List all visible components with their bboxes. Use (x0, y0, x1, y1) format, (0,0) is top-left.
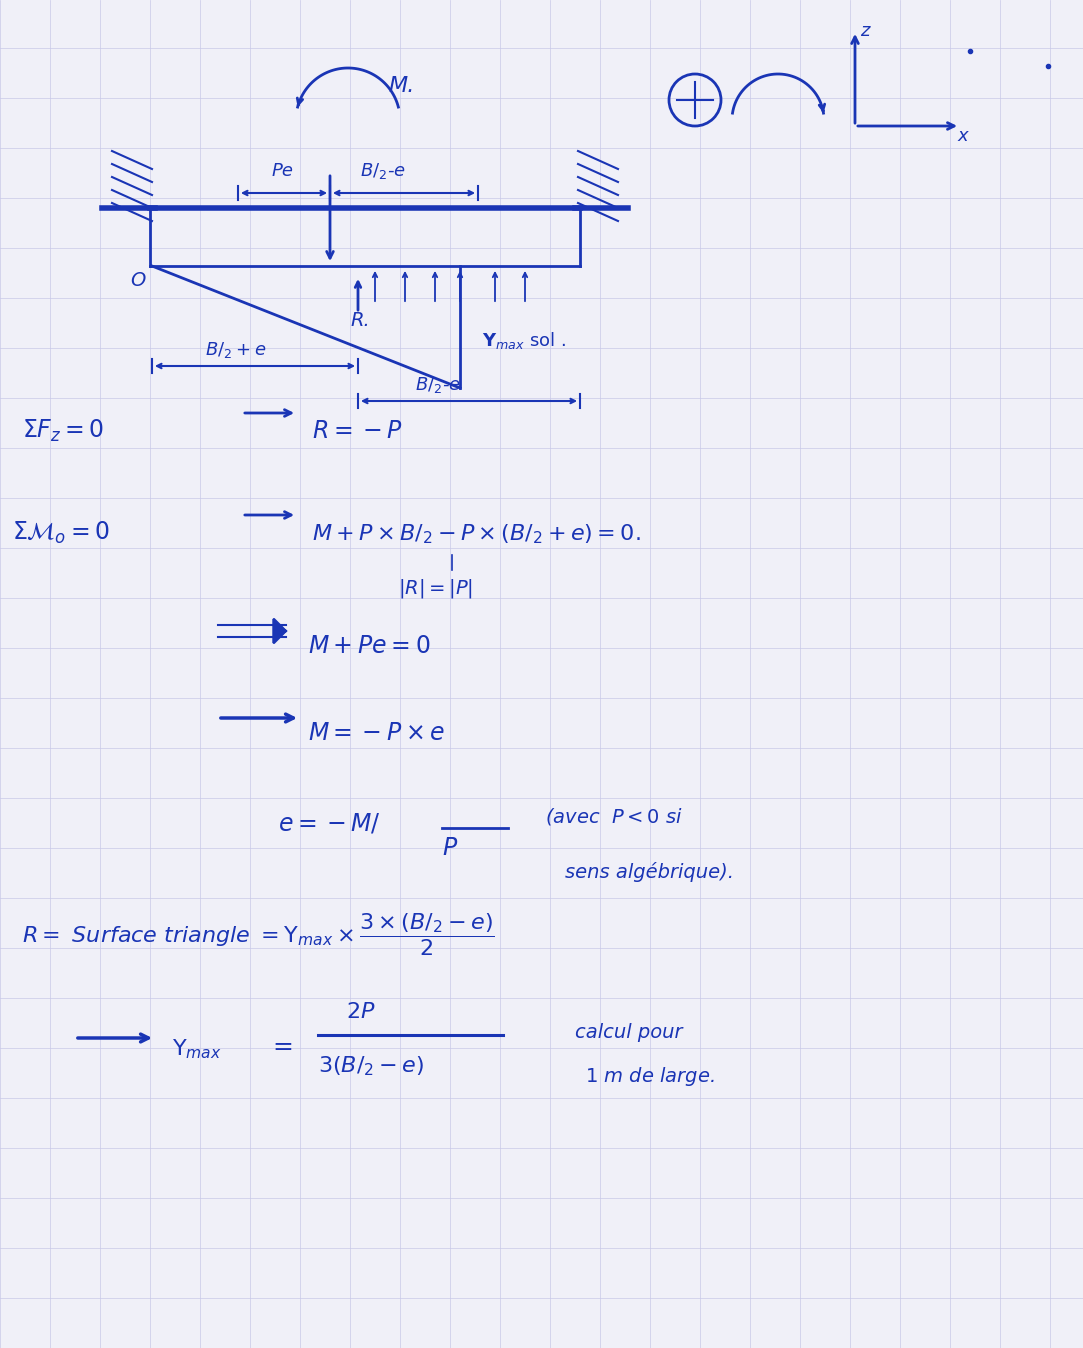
Text: Pe: Pe (272, 162, 293, 181)
Text: $\mathbf{\Upsilon}_{max}$ sol .: $\mathbf{\Upsilon}_{max}$ sol . (482, 330, 566, 350)
Text: sens algébrique).: sens algébrique). (565, 861, 734, 882)
Text: $1$ m de large.: $1$ m de large. (585, 1065, 715, 1088)
Text: $\Sigma\mathcal{M}_o = 0$: $\Sigma\mathcal{M}_o = 0$ (12, 520, 109, 546)
Text: $B/_{2}$-e: $B/_{2}$-e (360, 160, 406, 181)
Text: z: z (860, 22, 870, 40)
Text: $2P$: $2P$ (345, 1002, 376, 1022)
Text: x: x (957, 127, 967, 146)
Text: $R = $ Surface triangle $= \Upsilon_{max} \times \dfrac{3 \times (B/_{2} - e)}{2: $R = $ Surface triangle $= \Upsilon_{max… (22, 911, 495, 958)
Text: $B/_{2}+e$: $B/_{2}+e$ (205, 340, 266, 360)
Text: $|R| = |P|$: $|R| = |P|$ (397, 577, 473, 600)
Text: R.: R. (350, 311, 369, 330)
Text: $\Upsilon_{max}$: $\Upsilon_{max}$ (172, 1037, 222, 1061)
Text: $\Sigma F_z = 0$: $\Sigma F_z = 0$ (22, 418, 104, 445)
Text: (avec  $P < 0$ si: (avec $P < 0$ si (545, 806, 683, 826)
Text: $M = -P \times e$: $M = -P \times e$ (308, 721, 445, 745)
Text: $=$: $=$ (268, 1033, 293, 1057)
Text: $M + P \times B/_{2} - P \times (B/_{2} + e) = 0.$: $M + P \times B/_{2} - P \times (B/_{2} … (312, 522, 641, 546)
Text: O: O (130, 271, 145, 290)
Text: calcul pour: calcul pour (575, 1023, 682, 1042)
Text: $e = -M/$: $e = -M/$ (278, 811, 381, 834)
Text: $B/_{2}$-e: $B/_{2}$-e (415, 375, 461, 395)
Polygon shape (273, 619, 286, 643)
Text: P: P (442, 836, 456, 860)
Text: $3(B/_{2} - e)$: $3(B/_{2} - e)$ (318, 1054, 425, 1077)
Text: $R = -P$: $R = -P$ (312, 419, 403, 443)
Text: $M + Pe = 0$: $M + Pe = 0$ (308, 634, 431, 658)
Text: M.: M. (388, 75, 415, 96)
